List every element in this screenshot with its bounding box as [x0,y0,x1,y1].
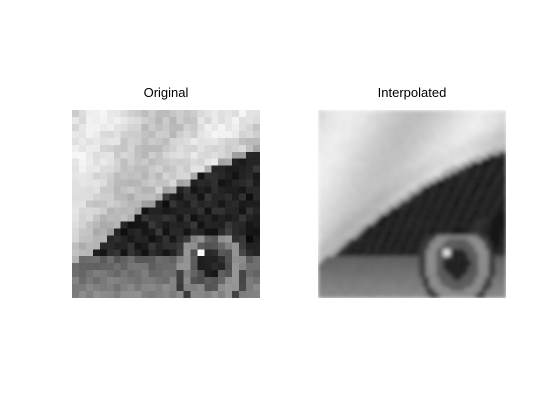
original-image-panel [72,110,260,298]
interpolated-pixel-grid [318,110,506,298]
original-pixel-grid [72,110,260,298]
interpolated-title: Interpolated [377,85,447,100]
interpolated-image-panel [318,110,506,298]
original-eye-image [72,110,260,298]
original-title: Original [143,85,189,100]
interpolated-eye-image [318,110,506,298]
